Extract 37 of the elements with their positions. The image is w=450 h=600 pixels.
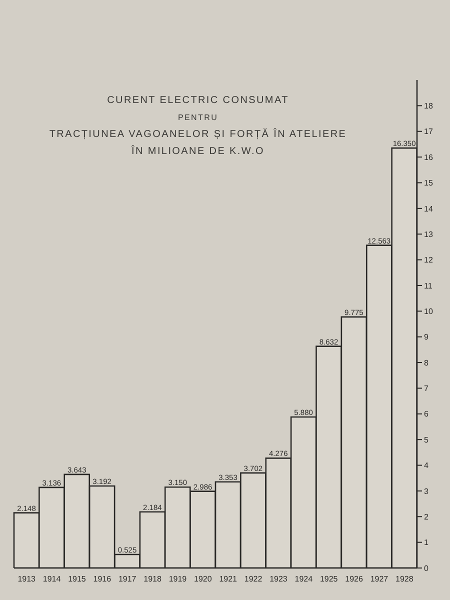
y-tick-label: 18 [424, 102, 434, 111]
x-tick-label: 1924 [294, 574, 314, 584]
y-tick-label: 6 [424, 410, 429, 419]
x-tick-label: 1921 [219, 574, 238, 584]
y-tick-label: 17 [424, 127, 434, 136]
y-tick-label: 4 [424, 461, 429, 470]
y-tick-label: 12 [424, 256, 434, 265]
x-tick-label: 1925 [320, 574, 338, 584]
y-tick-label: 9 [424, 332, 429, 342]
y-tick-label: 14 [424, 204, 434, 214]
x-tick-label: 1926 [345, 574, 364, 584]
y-tick-label: 15 [424, 178, 434, 188]
y-tick-label: 3 [424, 486, 429, 496]
x-tick-label: 1915 [68, 574, 86, 584]
x-tick-label: 1923 [270, 574, 288, 584]
x-tick-label: 1927 [370, 574, 389, 584]
y-tick-label: 5 [424, 435, 429, 444]
x-tick-label: 1922 [244, 574, 263, 584]
y-tick-label: 10 [424, 307, 434, 316]
y-tick-label: 13 [424, 230, 434, 239]
y-tick-label: 8 [424, 358, 429, 368]
x-tick-label: 1914 [42, 574, 62, 584]
text: CURENT ELECTRIC CONSUMAT PENTRU TRACȚIUNEA VAGOANELOR ȘI FORȚĂ ÎN ATELIERE [48, 94, 348, 142]
x-tick-label: 1917 [118, 574, 137, 584]
y-tick-label: 2 [424, 512, 429, 522]
x-tick-label: 1916 [93, 574, 112, 584]
x-tick-label: 1918 [144, 574, 162, 584]
text: ÎN MILIOANE DE K.W.O [130, 144, 266, 159]
y-tick-label: 16 [424, 152, 434, 162]
y-tick-label: 0 [424, 564, 429, 573]
y-tick-label: 7 [424, 384, 429, 394]
x-tick-label: 1919 [168, 574, 188, 584]
y-tick-label: 11 [424, 281, 433, 290]
x-tick-label: 1920 [194, 574, 212, 584]
x-tick-label: 1913 [18, 574, 36, 584]
x-tick-label: 1928 [396, 574, 414, 584]
y-tick-label: 1 [424, 538, 429, 548]
